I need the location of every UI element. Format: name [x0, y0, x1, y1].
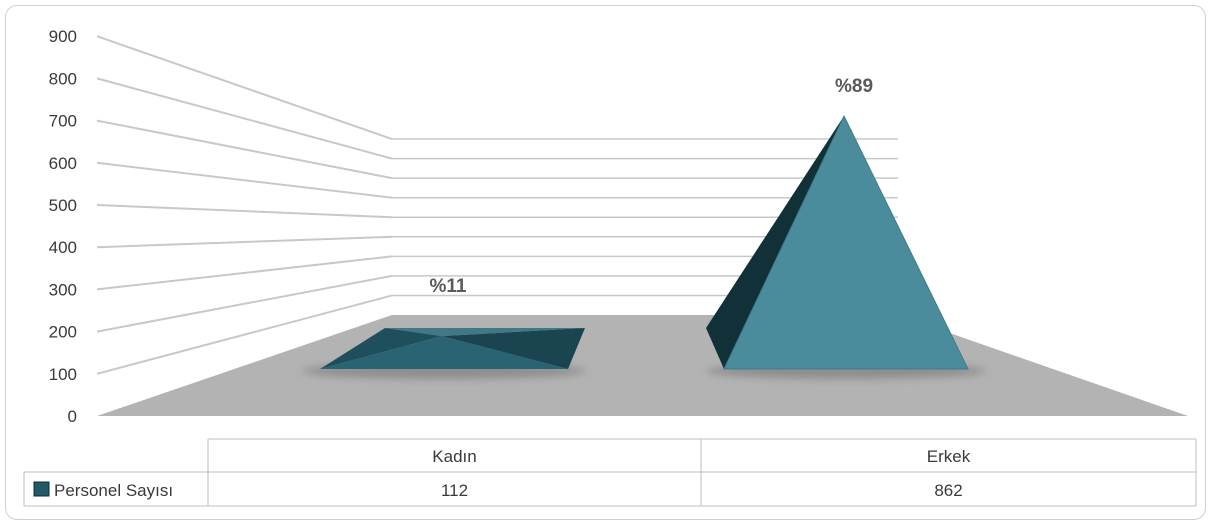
legend-swatch: [33, 481, 50, 497]
y-tick-label: 500: [49, 196, 77, 215]
pyramid-face-left: [706, 116, 844, 369]
pyramid-face-left: [320, 328, 442, 369]
pyramid-face-back: [385, 328, 585, 337]
data-table-value: 112: [441, 481, 468, 500]
chart-frame: [5, 5, 1206, 520]
gridline-side: [96, 119, 393, 180]
y-tick-label: 800: [49, 69, 77, 88]
point-label: %89: [835, 76, 873, 97]
y-tick-label: 400: [49, 238, 77, 257]
y-tick-label: 700: [49, 112, 77, 131]
y-tick-label: 100: [49, 365, 77, 384]
y-tick-label: 300: [49, 280, 77, 299]
y-tick-label: 200: [49, 323, 77, 342]
gridline-side: [96, 294, 393, 375]
legend-label: Personel Sayısı: [54, 481, 173, 500]
category-label: Erkek: [927, 447, 971, 466]
pyramid-face-right: [442, 328, 585, 369]
y-tick-label: 600: [49, 154, 77, 173]
gridline-side: [96, 161, 393, 199]
point-label: %11: [430, 276, 467, 297]
gridline-side: [96, 255, 393, 291]
pyramid-face-front: [320, 336, 568, 369]
y-tick-label: 900: [49, 27, 77, 46]
pyramid-face-front: [723, 114, 969, 370]
gridline-side: [96, 274, 393, 333]
y-tick-label: 0: [68, 407, 77, 426]
gridline-side: [96, 77, 393, 160]
gridline-side: [96, 235, 393, 249]
category-label: Kadın: [432, 447, 476, 466]
gridline-side: [96, 204, 393, 219]
gridline-side: [96, 35, 393, 140]
data-table-value: 862: [934, 481, 962, 500]
